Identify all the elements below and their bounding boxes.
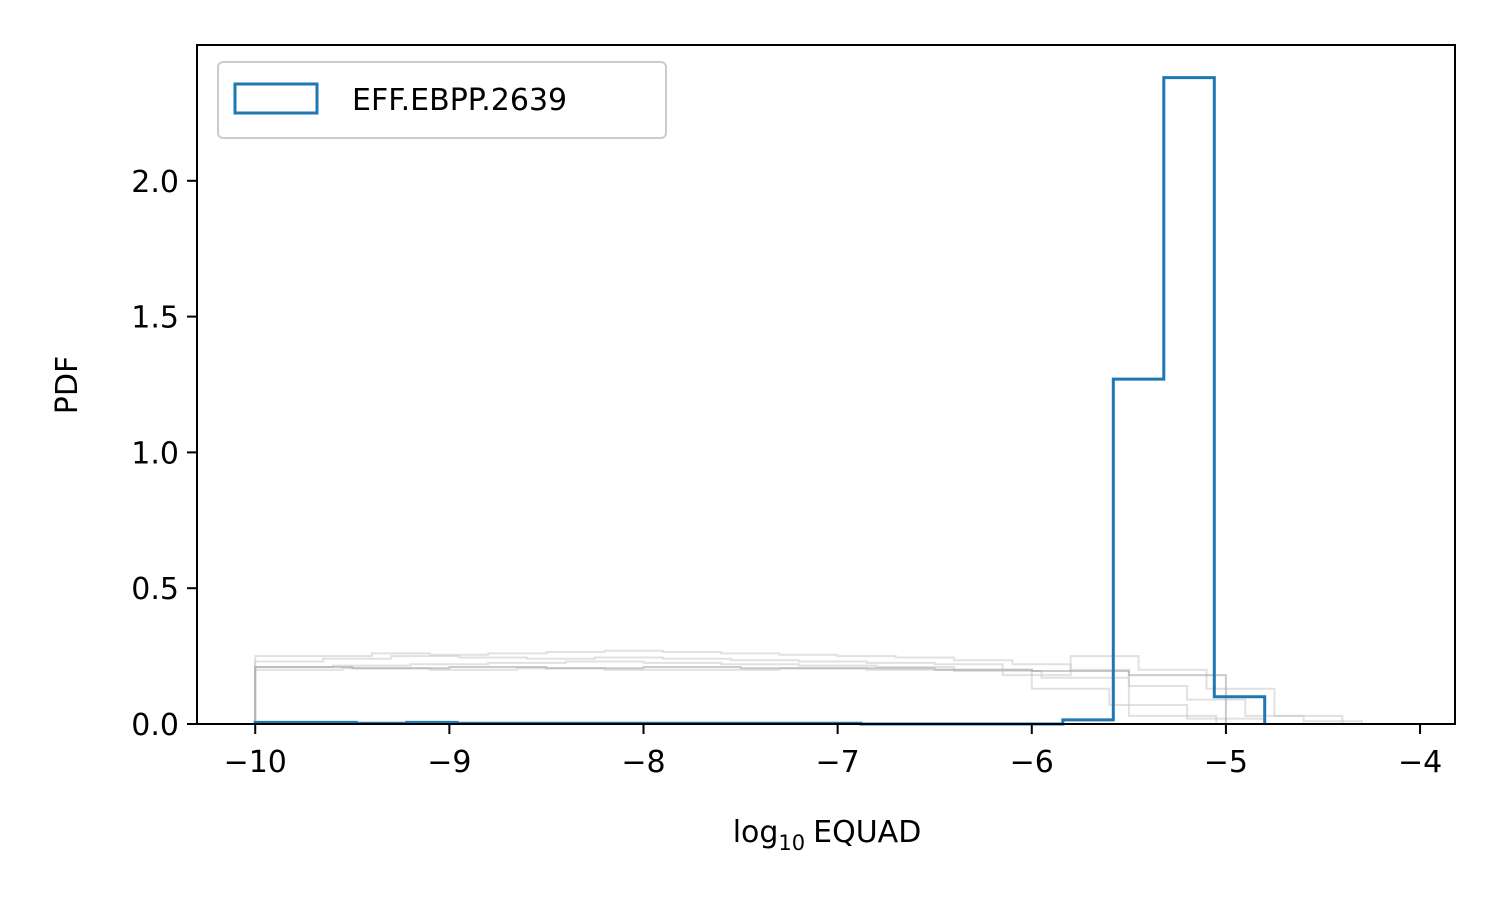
legend-entry-label: EFF.EBPP.2639	[352, 83, 567, 118]
x-axis-label: log10 EQUAD	[733, 815, 922, 855]
legend-box	[217, 61, 667, 139]
background-series-line-4	[254, 667, 1218, 724]
x-tick-label: −4	[1398, 745, 1442, 780]
y-tick-label: 0.5	[131, 572, 179, 607]
legend-swatch	[233, 82, 319, 115]
x-axis-label-base: log	[733, 815, 779, 850]
y-tick-label: 1.0	[131, 436, 179, 471]
background-series-line-2	[254, 655, 1344, 724]
legend: EFF.EBPP.2639	[217, 61, 667, 139]
x-tick-label: −7	[816, 745, 860, 780]
y-axis: 0.0 0.5 1.0 1.5 2.0	[131, 165, 197, 743]
x-axis-label-subscript: 10	[778, 831, 805, 855]
background-series-line-1	[254, 649, 1363, 724]
highlight-series-layer	[253, 76, 1267, 726]
background-series-layer	[254, 649, 1363, 724]
x-tick-label: −8	[621, 745, 665, 780]
background-series-line-3	[254, 660, 1266, 724]
x-axis: −10 −9 −8 −7 −6 −5 −4	[224, 724, 1442, 780]
highlight-series-line	[253, 76, 1267, 726]
background-series-line-5	[254, 666, 1227, 724]
x-tick-label: −5	[1204, 745, 1248, 780]
y-axis-label: PDF	[50, 356, 85, 414]
x-tick-label: −6	[1010, 745, 1054, 780]
y-tick-label: 2.0	[131, 165, 179, 200]
x-tick-label: −9	[427, 745, 471, 780]
y-tick-label: 0.0	[131, 708, 179, 743]
plot-frame	[196, 44, 1456, 725]
x-axis-label-name: EQUAD	[813, 815, 921, 850]
y-tick-label: 1.5	[131, 301, 179, 336]
x-tick-label: −10	[224, 745, 287, 780]
